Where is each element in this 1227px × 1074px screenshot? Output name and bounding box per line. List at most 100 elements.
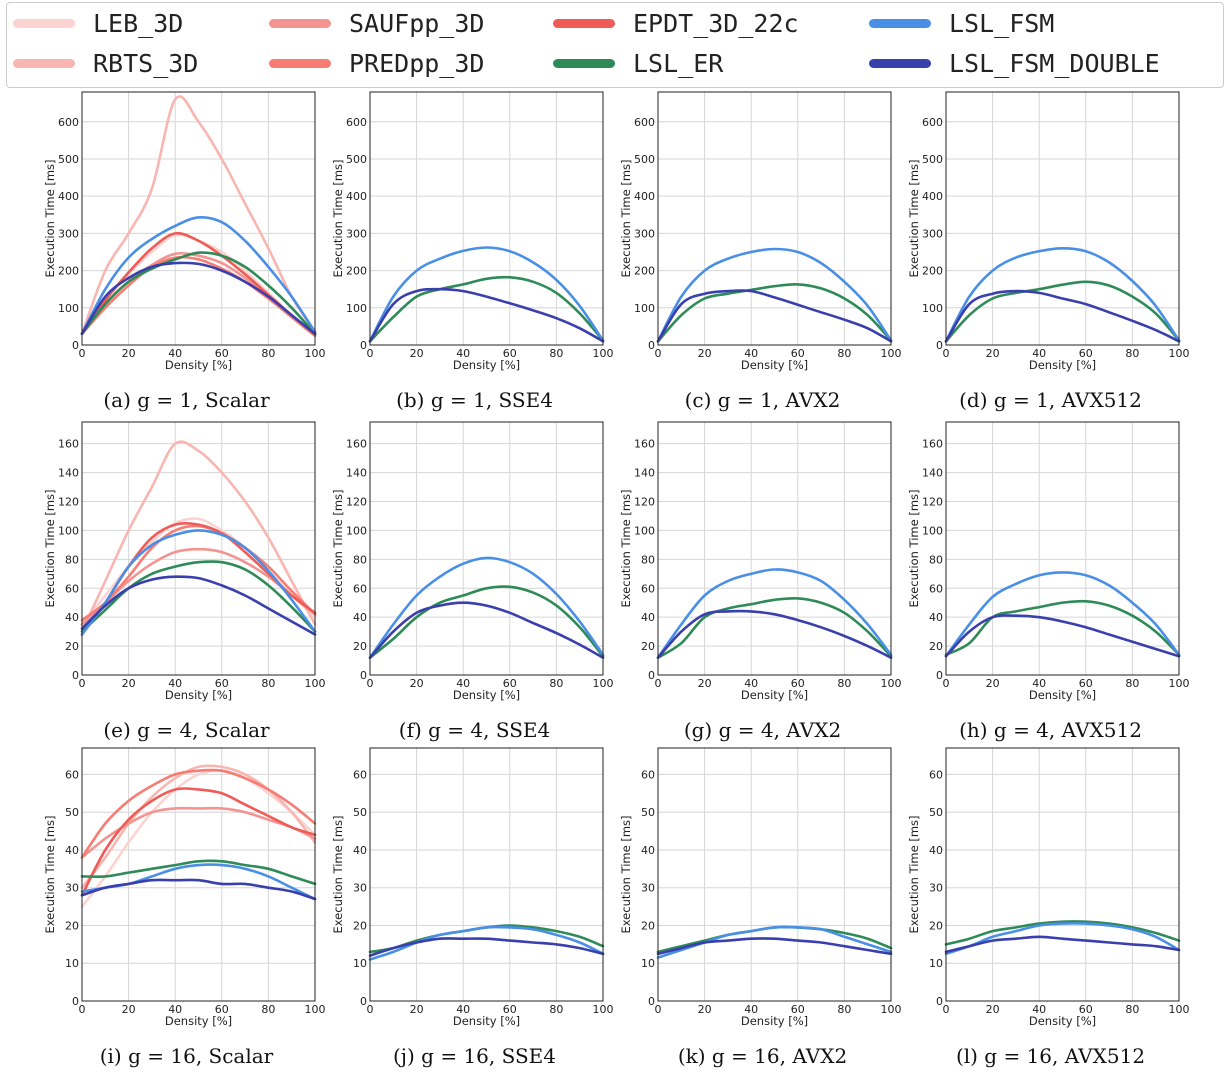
x-tick-label: 100 <box>593 347 614 360</box>
x-tick-label: 100 <box>593 1003 614 1016</box>
chart-caption: (k) g = 16, AVX2 <box>678 1044 847 1068</box>
x-tick-label: 100 <box>593 677 614 690</box>
chart-panel: 0 20 40 60 80 100 0 100 200 300 400 500 600 Density [… <box>43 91 326 412</box>
y-tick-label: 120 <box>58 496 79 509</box>
legend-swatch <box>13 58 75 68</box>
y-tick-label: 400 <box>58 190 79 203</box>
y-tick-label: 40 <box>353 844 367 857</box>
legend-item: LSL_FSM <box>869 3 1054 43</box>
x-tick-label: 0 <box>943 347 950 360</box>
x-axis-label: Density [%] <box>453 358 520 372</box>
y-tick-label: 80 <box>641 553 655 566</box>
plot-area <box>370 748 603 1001</box>
x-tick-label: 60 <box>215 1003 229 1016</box>
x-tick-label: 0 <box>655 1003 662 1016</box>
x-tick-label: 40 <box>744 1003 758 1016</box>
x-tick-label: 100 <box>881 677 902 690</box>
legend-swatch <box>869 58 931 68</box>
y-tick-label: 50 <box>929 806 943 819</box>
series-line <box>944 935 1181 954</box>
x-tick-label: 80 <box>837 347 851 360</box>
plot-area <box>946 748 1179 1001</box>
y-tick-label: 10 <box>65 957 79 970</box>
y-tick-label: 140 <box>346 467 367 480</box>
x-tick-label: 80 <box>837 677 851 690</box>
chart-caption: (h) g = 4, AVX512 <box>959 718 1142 742</box>
y-tick-label: 160 <box>58 438 79 451</box>
y-tick-label: 60 <box>353 582 367 595</box>
x-tick-label: 40 <box>1032 677 1046 690</box>
x-tick-label: 40 <box>1032 1003 1046 1016</box>
x-tick-label: 40 <box>456 1003 470 1016</box>
series-line <box>80 768 317 859</box>
series-line <box>80 769 317 908</box>
y-tick-label: 300 <box>58 227 79 240</box>
y-axis-label: Execution Time [ms] <box>331 815 345 933</box>
chart-panel: 0 20 40 60 80 100 0 20 40 60 80 100 120 140 160 Density… <box>43 421 326 742</box>
series-line <box>944 922 1181 956</box>
x-tick-label: 100 <box>305 347 326 360</box>
x-tick-label: 40 <box>168 347 182 360</box>
x-tick-label: 60 <box>215 347 229 360</box>
x-tick-label: 80 <box>549 1003 563 1016</box>
legend-label: LSL_ER <box>633 48 724 78</box>
x-tick-label: 20 <box>986 1003 1000 1016</box>
y-axis-label: Execution Time [ms] <box>907 489 921 607</box>
y-tick-label: 120 <box>346 496 367 509</box>
y-tick-label: 40 <box>641 844 655 857</box>
y-tick-label: 10 <box>641 957 655 970</box>
plot-frame <box>369 91 604 346</box>
plot-frame <box>81 747 316 1002</box>
series-line <box>368 585 605 659</box>
y-tick-label: 30 <box>929 882 943 895</box>
x-tick-label: 20 <box>410 347 424 360</box>
plot-frame <box>81 91 316 346</box>
x-tick-label: 80 <box>261 677 275 690</box>
plot-frame <box>657 747 892 1002</box>
y-tick-label: 50 <box>353 806 367 819</box>
x-tick-label: 100 <box>1169 677 1190 690</box>
series-line <box>656 609 893 659</box>
x-axis-label: Density [%] <box>741 688 808 702</box>
x-tick-label: 100 <box>305 677 326 690</box>
series-line <box>368 275 605 343</box>
x-tick-label: 40 <box>168 1003 182 1016</box>
legend-item: EPDT_3D_22c <box>553 3 799 43</box>
y-tick-label: 80 <box>353 553 367 566</box>
y-tick-label: 20 <box>929 640 943 653</box>
y-tick-label: 0 <box>72 339 79 352</box>
y-tick-label: 400 <box>922 190 943 203</box>
y-tick-label: 200 <box>346 265 367 278</box>
y-tick-label: 40 <box>929 611 943 624</box>
chart-caption: (l) g = 16, AVX512 <box>956 1044 1145 1068</box>
y-tick-label: 50 <box>65 806 79 819</box>
x-tick-label: 20 <box>986 677 1000 690</box>
x-tick-label: 80 <box>261 1003 275 1016</box>
x-tick-label: 60 <box>791 677 805 690</box>
series-line <box>368 601 605 659</box>
y-tick-label: 40 <box>641 611 655 624</box>
y-tick-label: 600 <box>634 116 655 129</box>
plot-frame <box>657 91 892 346</box>
y-tick-label: 200 <box>634 265 655 278</box>
x-axis-label: Density [%] <box>1029 1014 1096 1028</box>
plot-frame <box>369 421 604 676</box>
x-tick-label: 40 <box>456 677 470 690</box>
y-tick-label: 60 <box>929 768 943 781</box>
y-tick-label: 140 <box>634 467 655 480</box>
x-tick-label: 20 <box>122 677 136 690</box>
series-line <box>944 289 1181 343</box>
x-tick-label: 80 <box>1125 677 1139 690</box>
legend-item: RBTS_3D <box>13 43 198 83</box>
plot-frame <box>657 421 892 676</box>
chart-caption: (a) g = 1, Scalar <box>103 388 270 412</box>
chart-caption: (g) g = 4, AVX2 <box>684 718 841 742</box>
plot-frame <box>945 747 1180 1002</box>
series-line <box>80 859 317 886</box>
x-tick-label: 0 <box>79 677 86 690</box>
x-axis-label: Density [%] <box>165 688 232 702</box>
y-tick-label: 100 <box>58 302 79 315</box>
